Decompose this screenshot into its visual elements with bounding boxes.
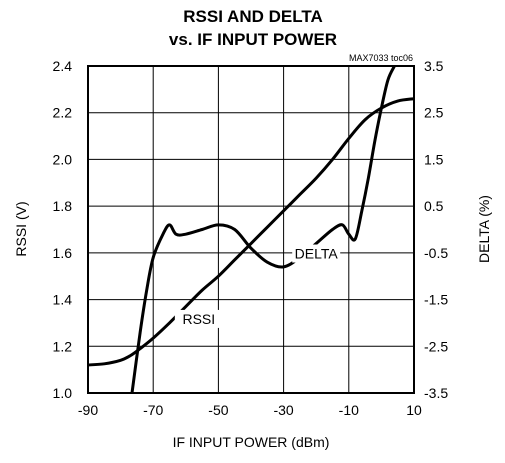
chart-title-line1: RSSI AND DELTA <box>183 7 322 26</box>
plot-frame <box>87 65 415 394</box>
y-tick-label-left: 1.2 <box>53 338 73 354</box>
series-label-delta: DELTA <box>295 246 339 262</box>
y-tick-label-right: -1.5 <box>424 292 448 308</box>
y-tick-label-left: 2.4 <box>53 58 73 74</box>
y-tick-label-left: 1.0 <box>53 385 73 401</box>
chart-watermark: MAX7033 toc06 <box>349 53 413 63</box>
y-tick-label-right: 2.5 <box>424 105 444 121</box>
x-tick-label: -50 <box>208 402 228 418</box>
y-tick-label-right: -3.5 <box>424 385 448 401</box>
y-tick-label-right: 0.5 <box>424 198 444 214</box>
x-tick-label: -90 <box>78 402 98 418</box>
x-tick-label: -30 <box>273 402 293 418</box>
y-tick-label-right: -0.5 <box>424 245 448 261</box>
y-tick-label-left: 1.4 <box>53 292 73 308</box>
y-axis-title-left: RSSI (V) <box>13 201 29 256</box>
series-layer: RSSI DELTA <box>88 66 414 393</box>
x-tick-label: 10 <box>406 402 422 418</box>
chart-title-line2: vs. IF INPUT POWER <box>169 30 337 49</box>
y-tick-label-left: 2.0 <box>53 151 73 167</box>
y-tick-label-left: 1.8 <box>53 198 73 214</box>
y-tick-label-left: 1.6 <box>53 245 73 261</box>
x-tick-label: -10 <box>339 402 359 418</box>
x-tick-label: -70 <box>143 402 163 418</box>
y-tick-label-left: 2.2 <box>53 105 73 121</box>
y-tick-label-right: -2.5 <box>424 338 448 354</box>
y-axis-title-right: DELTA (%) <box>476 195 492 263</box>
y-tick-label-right: 1.5 <box>424 151 444 167</box>
y-tick-label-right: 3.5 <box>424 58 444 74</box>
series-label-bg-delta <box>292 244 341 263</box>
series-line-delta <box>130 66 396 393</box>
series-line-rssi <box>88 97 414 367</box>
tick-labels: -90 -70 -50 -30 -10 10 1.0 1.2 1.4 1.6 1.8 2.0 2.2 2.… <box>53 58 449 418</box>
series-label-bg-rssi <box>174 309 223 328</box>
x-axis-title: IF INPUT POWER (dBm) <box>173 434 330 450</box>
grid <box>88 66 414 393</box>
series-label-rssi: RSSI <box>182 311 215 327</box>
